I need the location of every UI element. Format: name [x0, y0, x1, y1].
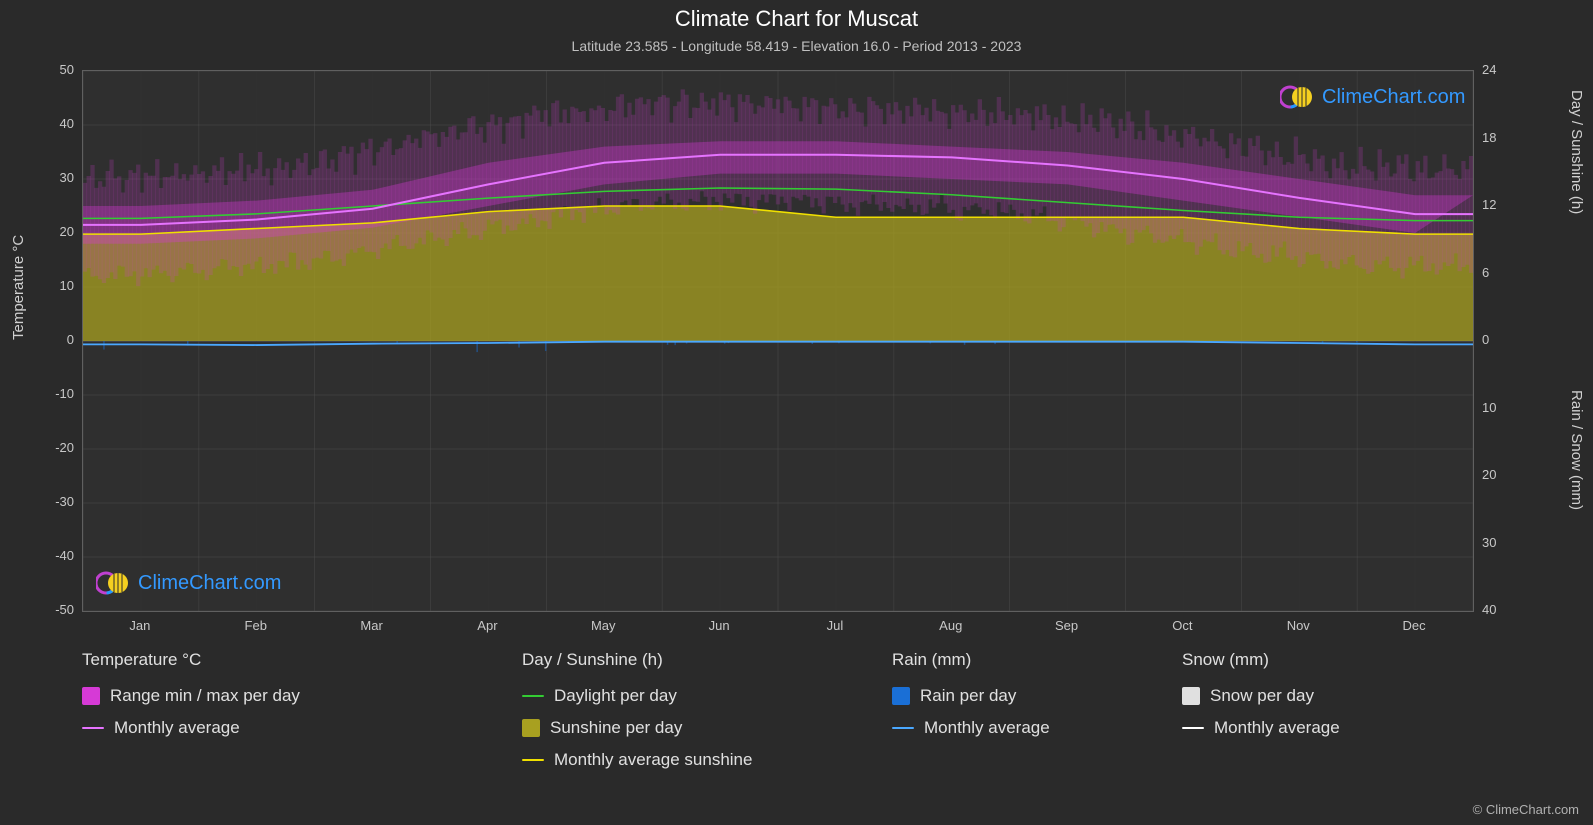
legend-label: Monthly average [924, 718, 1050, 738]
legend-col-rain: Rain (mm) Rain per day Monthly average [892, 650, 1182, 770]
swatch-snow [1182, 687, 1200, 705]
swatch-sunshine [522, 719, 540, 737]
legend-item-temp-range: Range min / max per day [82, 686, 522, 706]
legend: Temperature °C Range min / max per day M… [82, 650, 1472, 770]
legend-item-sunshine: Sunshine per day [522, 718, 892, 738]
y-left-axis-title: Temperature °C [10, 235, 27, 340]
legend-header-snow: Snow (mm) [1182, 650, 1472, 670]
swatch-temp-avg [82, 727, 104, 729]
swatch-sunshine-avg [522, 759, 544, 761]
legend-item-snow-perday: Snow per day [1182, 686, 1472, 706]
swatch-rain-line [892, 727, 914, 729]
legend-item-rain-perday: Rain per day [892, 686, 1182, 706]
legend-header-rain: Rain (mm) [892, 650, 1182, 670]
legend-col-daysun: Day / Sunshine (h) Daylight per day Suns… [522, 650, 892, 770]
legend-item-sunshine-avg: Monthly average sunshine [522, 750, 892, 770]
watermark-text: ClimeChart.com [1322, 86, 1465, 109]
legend-item-snow-avg: Monthly average [1182, 718, 1472, 738]
swatch-temp-range [82, 687, 100, 705]
legend-item-temp-avg: Monthly average [82, 718, 522, 738]
climechart-logo-icon [1280, 84, 1314, 110]
chart-svg [83, 71, 1473, 611]
legend-label: Monthly average [114, 718, 240, 738]
legend-label: Monthly average sunshine [554, 750, 752, 770]
climechart-logo-icon [96, 570, 130, 596]
watermark-text: ClimeChart.com [138, 572, 281, 595]
legend-label: Rain per day [920, 686, 1016, 706]
legend-header-temperature: Temperature °C [82, 650, 522, 670]
legend-col-snow: Snow (mm) Snow per day Monthly average [1182, 650, 1472, 770]
swatch-daylight [522, 695, 544, 697]
legend-header-daysun: Day / Sunshine (h) [522, 650, 892, 670]
swatch-rain [892, 687, 910, 705]
legend-item-rain-avg: Monthly average [892, 718, 1182, 738]
chart-subtitle: Latitude 23.585 - Longitude 58.419 - Ele… [0, 38, 1593, 54]
chart-title: Climate Chart for Muscat [0, 6, 1593, 32]
legend-item-daylight: Daylight per day [522, 686, 892, 706]
swatch-snow-line [1182, 727, 1204, 729]
legend-label: Range min / max per day [110, 686, 300, 706]
copyright-text: © ClimeChart.com [1473, 802, 1579, 817]
legend-label: Sunshine per day [550, 718, 682, 738]
watermark-bottom-left: ClimeChart.com [96, 570, 281, 596]
legend-label: Daylight per day [554, 686, 677, 706]
y-right-axis-title-top: Day / Sunshine (h) [1568, 90, 1585, 214]
chart-plot-area [82, 70, 1474, 612]
y-right-axis-title-bottom: Rain / Snow (mm) [1568, 390, 1585, 510]
climate-chart-container: Climate Chart for Muscat Latitude 23.585… [0, 0, 1593, 825]
legend-label: Monthly average [1214, 718, 1340, 738]
legend-label: Snow per day [1210, 686, 1314, 706]
legend-col-temperature: Temperature °C Range min / max per day M… [82, 650, 522, 770]
watermark-top-right: ClimeChart.com [1280, 84, 1465, 110]
